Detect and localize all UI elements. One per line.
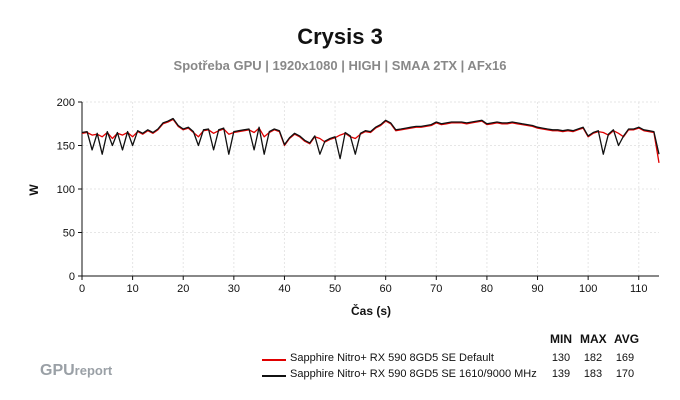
x-tick-label: 80 <box>481 283 493 295</box>
legend-min-value: 130 <box>551 352 571 364</box>
legend-row-default: Sapphire Nitro+ RX 590 8GD5 SE Default 1… <box>262 352 662 368</box>
y-tick-label: 150 <box>57 141 75 153</box>
x-tick-label: 30 <box>228 283 240 295</box>
legend-swatch-red <box>262 359 286 361</box>
x-tick-label: 100 <box>579 283 597 295</box>
legend-max-value: 183 <box>583 368 603 380</box>
x-axis-label: Čas (s) <box>351 303 391 318</box>
series-line-oc <box>81 117 660 160</box>
x-tick-label: 10 <box>126 283 138 295</box>
legend-header-min: MIN <box>550 332 572 346</box>
axes <box>78 101 659 280</box>
x-tick-label: 70 <box>430 283 442 295</box>
x-tick-label: 110 <box>630 283 648 295</box>
grid <box>81 101 659 277</box>
series-line-default <box>81 118 660 164</box>
x-tick-label: 50 <box>329 283 341 295</box>
y-tick-label: 100 <box>57 184 75 196</box>
x-tick-label: 90 <box>531 283 543 295</box>
legend-swatch-black <box>262 375 286 377</box>
legend-avg-value: 169 <box>615 352 635 364</box>
legend-series-name: Sapphire Nitro+ RX 590 8GD5 SE 1610/9000… <box>290 368 537 380</box>
legend-row-oc: Sapphire Nitro+ RX 590 8GD5 SE 1610/9000… <box>262 368 662 384</box>
chart-title: Crysis 3 <box>297 24 383 49</box>
x-tick-label: 40 <box>278 283 290 295</box>
y-tick-label: 50 <box>63 228 75 240</box>
x-tick-label: 20 <box>177 283 189 295</box>
legend-header-avg: AVG <box>614 332 640 346</box>
y-tick-label: 200 <box>57 97 75 109</box>
gpureport-logo: GPUreport <box>40 362 112 380</box>
x-tick-label: 0 <box>79 283 85 295</box>
legend-header-max: MAX <box>580 332 607 346</box>
legend-max-value: 182 <box>583 352 603 364</box>
legend-series-name: Sapphire Nitro+ RX 590 8GD5 SE Default <box>290 352 494 364</box>
logo-main-text: GPU <box>40 362 75 379</box>
legend-min-value: 139 <box>551 368 571 380</box>
legend-avg-value: 170 <box>615 368 635 380</box>
y-tick-label: 0 <box>69 271 75 283</box>
x-tick-label: 60 <box>380 283 392 295</box>
tick-labels: 0 10 20 30 40 50 60 70 80 90 100 110 0 50 100 150 200 <box>57 97 648 295</box>
series-layer <box>81 117 660 164</box>
chart-subtitle: Spotřeba GPU | 1920x1080 | HIGH | SMAA 2… <box>173 58 507 73</box>
logo-small-text: report <box>74 363 113 378</box>
y-axis-label: W <box>27 184 41 196</box>
